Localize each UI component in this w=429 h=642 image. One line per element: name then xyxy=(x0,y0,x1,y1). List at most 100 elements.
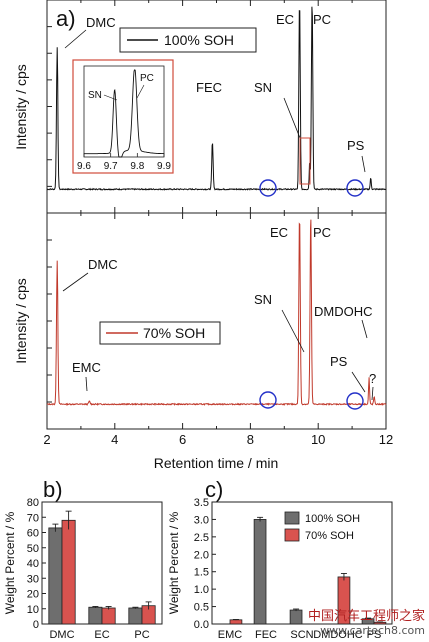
chart-a-top: a) DMC FEC EC PC SN PS 100% SOH 9.6 9.7 9.… xyxy=(46,0,387,214)
chart-a-x-ticklabels: 2 4 6 8 10 12 xyxy=(43,432,393,447)
highlight-circle-1 xyxy=(259,179,277,197)
annotation-ps-2: PS xyxy=(330,354,348,369)
legend-c-swatch-100 xyxy=(284,511,300,525)
inset-x-tick-label: 9.6 xyxy=(77,161,91,172)
inset-label-sn: SN xyxy=(88,90,102,101)
annotation-dmc: DMC xyxy=(86,15,116,30)
annotation-dmdohc: DMDOHC xyxy=(314,304,373,319)
annotation-fec: FEC xyxy=(196,80,222,95)
y-tick-label: 3.0 xyxy=(194,514,209,526)
y-tick-label: 3.5 xyxy=(194,497,209,509)
y-tick-label: 30 xyxy=(27,573,39,585)
y-tick-label: 1.5 xyxy=(194,567,209,579)
bar xyxy=(128,607,143,625)
inset-x-tick-label: 9.8 xyxy=(130,161,144,172)
inset-chart: 9.6 9.7 9.8 9.9 SN PC xyxy=(72,59,174,174)
bar xyxy=(101,607,116,625)
panel-label-b: b) xyxy=(43,477,63,502)
annotation-ps-arrow xyxy=(361,155,366,173)
highlight-circle-2 xyxy=(346,179,364,197)
chart-a-top-ticks xyxy=(46,0,387,213)
bar xyxy=(61,519,76,625)
annotation-ec-2: EC xyxy=(270,225,288,240)
legend-a-bottom-label: 70% SOH xyxy=(143,325,205,341)
legend-c-label-100: 100% SOH xyxy=(305,513,360,525)
x-tick-label: 6 xyxy=(179,432,186,447)
bar xyxy=(253,519,267,625)
panel-label-c: c) xyxy=(205,477,223,502)
legend-a-bottom xyxy=(99,321,221,345)
x-tick-label: 8 xyxy=(247,432,254,447)
bar xyxy=(229,619,243,625)
chart-c: c) 0.0 0.5 1.0 1.5 2.0 2.5 3.0 3.5 EMC FEC SCN DMDO… xyxy=(167,477,393,641)
inset-x-tick-label: 9.7 xyxy=(104,161,118,172)
highlight-circle-3 xyxy=(259,391,277,409)
annotation-pc-2: PC xyxy=(313,225,331,240)
panel-label-a: a) xyxy=(56,6,76,31)
bar xyxy=(289,609,303,625)
y-tick-label: 10 xyxy=(27,604,39,616)
bar xyxy=(337,576,351,625)
chart-a-top-ylabel: Intensity / cps xyxy=(13,64,29,150)
chart-b-ylabel: Weight Percent / % xyxy=(3,511,17,614)
y-tick-label: 0.5 xyxy=(194,602,209,614)
chart-a-bottom-ticks xyxy=(46,213,387,429)
inset-trace xyxy=(84,69,164,158)
annotation-ec: EC xyxy=(276,12,294,27)
bar xyxy=(88,606,103,625)
annotation-ps-2-arrow xyxy=(351,371,366,393)
x-tick-label: 12 xyxy=(379,432,393,447)
category-label: PS xyxy=(367,629,382,641)
annotation-pc: PC xyxy=(313,12,331,27)
category-label: PC xyxy=(134,629,149,641)
inset-zoom-box xyxy=(299,137,311,185)
highlight-circle-4 xyxy=(346,392,364,410)
legend-a-top-label: 100% SOH xyxy=(164,32,234,48)
annotation-sn-arrow xyxy=(283,97,301,139)
chart-b-axis: 0 10 20 30 40 50 60 70 80 DMC EC PC xyxy=(27,497,150,641)
inset-label-pc: PC xyxy=(140,73,154,84)
legend-c-label-70: 70% SOH xyxy=(305,530,354,542)
chart-a-bottom: DMC EMC EC PC SN DMDOHC PS ? 70% SOH 2 4 6… xyxy=(43,212,393,471)
annotation-ps: PS xyxy=(347,138,365,153)
inset-ticks: 9.6 9.7 9.8 9.9 xyxy=(77,153,171,172)
y-tick-label: 20 xyxy=(27,589,39,601)
annotation-dmdohc-arrow xyxy=(361,319,368,339)
inset-arrow-pc xyxy=(136,84,145,99)
chart-a-bottom-ylabel: Intensity / cps xyxy=(13,278,29,364)
bar xyxy=(48,527,63,625)
category-label: EC xyxy=(94,629,109,641)
category-label: EMC xyxy=(218,629,243,641)
inset-x-tick-label: 9.9 xyxy=(157,161,171,172)
x-tick-label: 4 xyxy=(111,432,118,447)
annotation-dmc-arrow xyxy=(64,29,87,49)
y-tick-label: 2.0 xyxy=(194,549,209,561)
chart-b: b) 0 10 20 30 40 50 60 70 80 DMC EC PC Weight Perce… xyxy=(3,477,163,641)
legend-c-swatch-70 xyxy=(284,528,300,542)
chart-c-bars xyxy=(229,516,387,625)
x-tick-label: 2 xyxy=(43,432,50,447)
chart-a-xlabel: Retention time / min xyxy=(154,455,279,471)
annotation-dmc-2: DMC xyxy=(88,257,118,272)
y-tick-label: 40 xyxy=(27,558,39,570)
y-tick-label: 50 xyxy=(27,543,39,555)
y-tick-label: 1.0 xyxy=(194,584,209,596)
x-tick-label: 10 xyxy=(311,432,325,447)
chart-a-top-trace xyxy=(46,6,387,191)
category-label: DMC xyxy=(49,629,74,641)
y-tick-label: 80 xyxy=(27,497,39,509)
annotation-emc: EMC xyxy=(72,360,101,375)
annotation-sn-2: SN xyxy=(254,292,272,307)
annotation-emc-arrow xyxy=(85,376,88,392)
category-label: FEC xyxy=(255,629,277,641)
category-label: SCN xyxy=(290,629,313,641)
y-tick-label: 2.5 xyxy=(194,532,209,544)
y-tick-label: 0 xyxy=(33,619,39,631)
annotation-sn: SN xyxy=(254,80,272,95)
annotation-question-arrow xyxy=(371,386,374,401)
y-tick-label: 70 xyxy=(27,512,39,524)
inset-arrow-sn xyxy=(103,94,118,101)
y-tick-label: 0.0 xyxy=(194,619,209,631)
y-tick-label: 60 xyxy=(27,528,39,540)
